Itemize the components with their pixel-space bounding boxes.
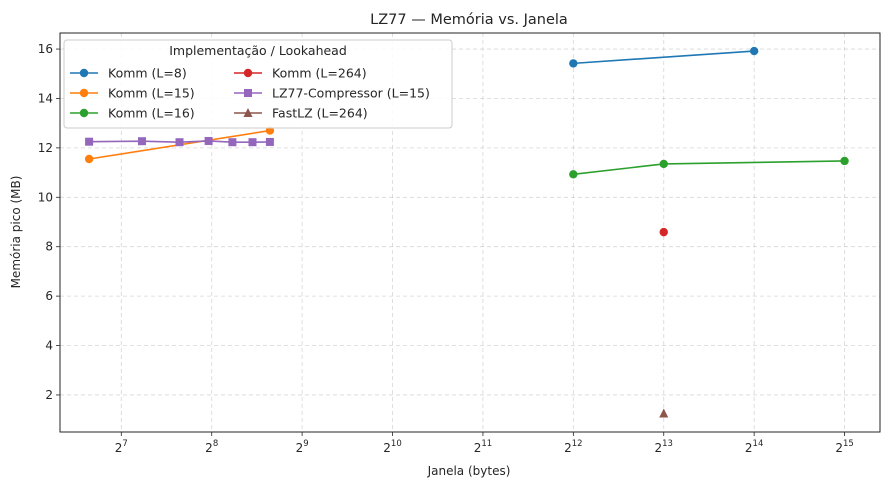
x-tick-exponent: 9 — [303, 439, 308, 449]
x-tick-base: 2 — [745, 441, 753, 455]
y-tick-label: 8 — [45, 240, 53, 254]
y-tick-label: 16 — [38, 42, 53, 56]
data-point — [248, 138, 257, 147]
data-point — [659, 227, 668, 237]
legend-label: Komm (L=16) — [108, 106, 195, 121]
data-point — [137, 137, 146, 146]
series-2 — [569, 156, 849, 179]
series-4 — [85, 136, 274, 147]
legend-title: Implementação / Lookahead — [169, 43, 347, 58]
x-tick-exponent: 13 — [662, 439, 673, 449]
x-tick-base: 2 — [383, 441, 391, 455]
data-point — [659, 159, 668, 169]
x-tick-base: 2 — [835, 441, 843, 455]
x-tick-exponent: 7 — [122, 439, 127, 449]
data-point — [840, 156, 849, 166]
data-point — [749, 46, 759, 56]
x-tick-base: 2 — [205, 441, 213, 455]
data-point — [659, 408, 669, 418]
x-tick-exponent: 8 — [213, 439, 218, 449]
legend-swatch-marker — [243, 108, 253, 117]
plot-area — [59, 32, 881, 433]
y-tick-label: 10 — [38, 190, 53, 204]
data-point — [175, 138, 184, 147]
data-point — [204, 136, 213, 145]
data-point — [569, 59, 578, 68]
x-tick-label: 211 — [474, 439, 492, 455]
data-point — [569, 170, 578, 179]
series-0 — [569, 46, 759, 68]
x-tick-base: 2 — [564, 441, 572, 455]
series-5 — [659, 408, 669, 418]
y-axis-title: Memória pico (MB) — [9, 176, 23, 289]
y-tick-label: 2 — [45, 388, 53, 402]
legend-swatch-marker — [244, 89, 252, 97]
series-3 — [659, 227, 668, 237]
legend-swatch-marker — [79, 68, 89, 78]
data-point — [85, 137, 94, 146]
legend-item: FastLZ (L=264) — [234, 106, 368, 121]
x-tick-label: 212 — [564, 439, 582, 455]
x-tick-label: 28 — [205, 439, 218, 455]
x-tick-label: 27 — [115, 439, 128, 455]
legend-swatch-marker — [79, 108, 89, 118]
data-point — [84, 154, 94, 164]
series-line — [573, 50, 755, 65]
y-tick-label: 14 — [38, 91, 53, 105]
legend-item: LZ77-Compressor (L=15) — [234, 86, 430, 101]
data-point — [228, 138, 237, 147]
y-tick-label: 6 — [45, 289, 53, 303]
x-tick-label: 215 — [835, 439, 853, 455]
x-axis: 27 28 29 210 211 212 213 214 215 — [115, 432, 854, 455]
x-tick-base: 2 — [655, 441, 663, 455]
data-point — [265, 137, 274, 146]
x-tick-exponent: 15 — [843, 439, 854, 449]
x-tick-label: 29 — [296, 439, 309, 455]
x-tick-label: 213 — [655, 439, 673, 455]
legend-item: Komm (L=16) — [70, 106, 195, 121]
x-tick-label: 214 — [745, 439, 763, 455]
x-tick-label: 210 — [383, 439, 401, 455]
x-axis-title: Janela (bytes) — [427, 464, 511, 478]
legend-item: Komm (L=8) — [70, 66, 187, 81]
x-tick-base: 2 — [474, 441, 482, 455]
series-layer — [84, 46, 849, 418]
y-axis: 2 4 6 8 10 12 14 16 — [38, 42, 60, 402]
x-tick-exponent: 14 — [753, 439, 764, 449]
legend-label: Komm (L=15) — [108, 86, 195, 101]
series-line — [573, 160, 845, 176]
legend-item: Komm (L=15) — [70, 86, 195, 101]
legend-item: Komm (L=264) — [234, 66, 367, 81]
legend: Implementação / Lookahead Komm (L=8) Komm… — [63, 39, 453, 129]
x-tick-base: 2 — [296, 441, 304, 455]
x-tick-exponent: 12 — [572, 439, 583, 449]
legend-swatch-marker — [79, 88, 89, 98]
legend-label: Komm (L=264) — [272, 66, 367, 81]
x-tick-base: 2 — [115, 441, 123, 455]
chart-title: LZ77 — Memória vs. Janela — [370, 12, 568, 28]
y-tick-label: 12 — [38, 141, 53, 155]
x-tick-exponent: 11 — [481, 439, 492, 449]
legend-label: Komm (L=8) — [108, 66, 187, 81]
legend-box — [63, 39, 453, 129]
legend-label: FastLZ (L=264) — [272, 106, 368, 121]
legend-swatch-marker — [243, 68, 253, 78]
x-tick-exponent: 10 — [391, 439, 402, 449]
y-tick-label: 4 — [45, 339, 53, 353]
legend-label: LZ77-Compressor (L=15) — [272, 86, 430, 101]
